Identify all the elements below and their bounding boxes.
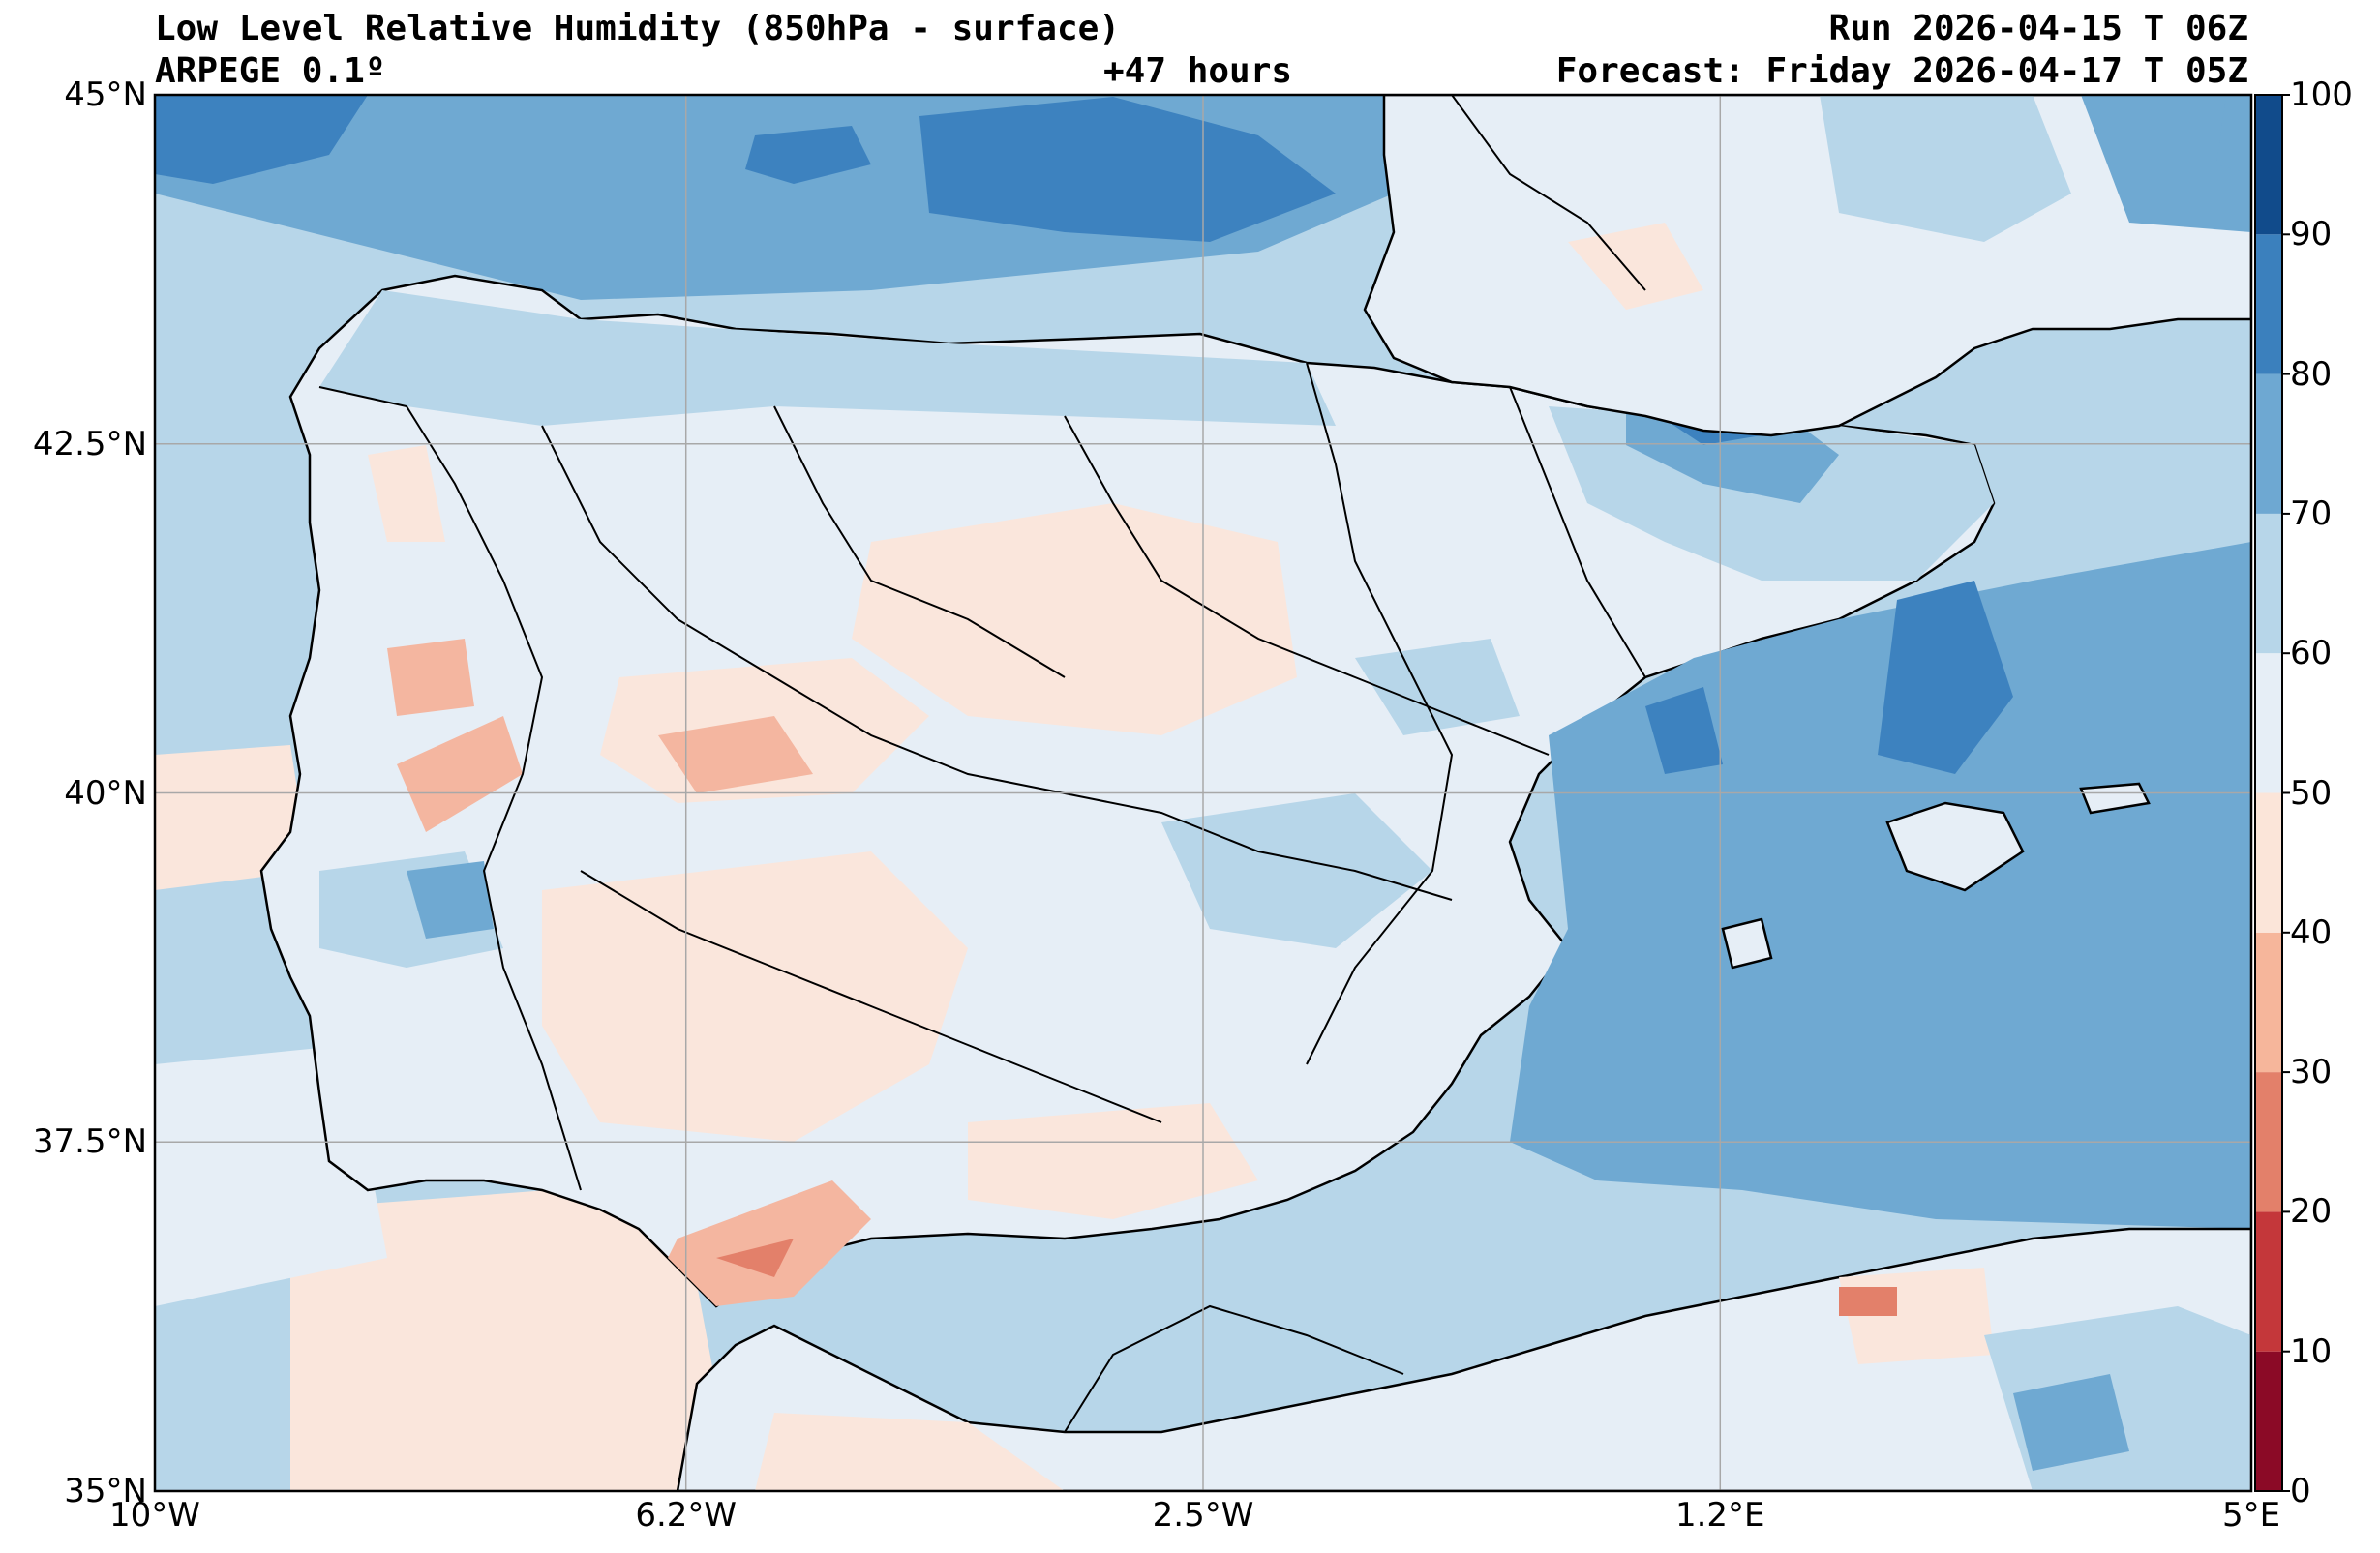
humidity-field — [155, 95, 2251, 1491]
x-tick-label: 6.2°W — [635, 1496, 738, 1535]
alboran-moist — [813, 1248, 1258, 1374]
guadalquivir-drier — [668, 1180, 871, 1306]
southeast-dry — [968, 1103, 1258, 1219]
guadalquivir-driest — [716, 1239, 794, 1277]
tagus-drier — [658, 716, 813, 793]
north-coast-moist — [319, 290, 1336, 426]
biscay-wet-patch-2 — [745, 126, 871, 184]
colorbar-label: 50 — [2290, 773, 2333, 813]
france-dry — [1568, 223, 1703, 310]
colorbar-label: 100 — [2290, 75, 2353, 114]
africa-drier — [1839, 1287, 1897, 1316]
border-line-3 — [1064, 415, 1550, 756]
model-name: ARPEGE 0.1º — [155, 51, 386, 91]
colorbar-label: 40 — [2290, 912, 2333, 952]
atlantic-dry-strip — [155, 745, 310, 890]
colorbar-label: 60 — [2290, 634, 2333, 673]
forecast-hour: +47 hours — [1103, 51, 1293, 91]
border-line-2 — [773, 405, 1066, 678]
y-tick-label: 45°N — [64, 75, 147, 114]
x-tick-label: 2.5°W — [1152, 1496, 1254, 1535]
southwest-dry — [542, 851, 968, 1142]
border-line-1 — [541, 425, 1453, 901]
colorbar-band — [2255, 513, 2282, 654]
colorbar-label: 70 — [2290, 493, 2333, 533]
x-tick-label: 1.2°E — [1674, 1496, 1765, 1535]
mallorca — [1885, 801, 2025, 892]
galicia-dry — [368, 445, 445, 542]
x-tick-label: 10°W — [109, 1496, 200, 1535]
interior-moist-2 — [1355, 639, 1520, 735]
run-time: Run 2026-04-15 T 06Z — [1828, 9, 2248, 48]
alps-moist — [2081, 95, 2251, 232]
colorbar-band — [2255, 932, 2282, 1073]
menorca — [2079, 782, 2151, 815]
border-portugal-spain — [318, 386, 582, 1191]
x-tick-label: 5°E — [2221, 1496, 2281, 1535]
y-tick-label: 40°N — [64, 773, 147, 813]
colorbar-band — [2255, 234, 2282, 374]
colorbar-label: 30 — [2290, 1053, 2333, 1092]
map-title: Low Level Relative Humidity (850hPa - su… — [155, 9, 1120, 48]
mediterranean-wet — [1878, 581, 2013, 774]
lisbon-moist-2 — [407, 861, 494, 939]
ebro-delta-wet — [1645, 687, 1723, 774]
colorbar-label: 20 — [2290, 1192, 2333, 1232]
y-tick-label: 35°N — [64, 1472, 147, 1510]
colorbar-band — [2255, 792, 2282, 933]
atlantic-dry-south — [290, 1180, 736, 1491]
border-line-8 — [1451, 95, 1646, 291]
y-tick-label: 37.5°N — [32, 1122, 147, 1162]
atlantic-wet-patch — [155, 95, 368, 184]
france-moist — [1820, 95, 2071, 242]
colorbar-label: 90 — [2290, 215, 2333, 254]
colorbar-band — [2255, 653, 2282, 793]
portugal-drier — [387, 639, 474, 716]
colorbar-label: 0 — [2290, 1472, 2311, 1510]
y-tick-label: 42.5°N — [32, 424, 147, 463]
colorbar-band — [2255, 1072, 2282, 1212]
biscay-wet-patch — [919, 97, 1336, 242]
colorbar-band — [2255, 1211, 2282, 1352]
colorbar-band — [2255, 1351, 2282, 1491]
border-line-6 — [1509, 386, 1646, 678]
graticule — [155, 95, 2251, 1491]
central-dry-2 — [852, 503, 1297, 735]
colorbar-band — [2255, 373, 2282, 514]
border-line-5 — [1306, 362, 1454, 1065]
admin-borders — [318, 95, 1646, 1433]
morocco-dry — [755, 1413, 1065, 1491]
valid-time: Forecast: Friday 2026-04-17 T 05Z — [1555, 51, 2248, 91]
colorbar-label: 80 — [2290, 354, 2333, 394]
border-line-4 — [580, 870, 1162, 1123]
map-frame — [153, 93, 2253, 1493]
atlas-moist-2 — [2013, 1374, 2129, 1471]
ibiza — [1721, 917, 1773, 970]
italy-edge — [2216, 95, 2251, 174]
colorbar — [2254, 94, 2290, 1492]
interior-moist — [1161, 793, 1432, 948]
portugal-drier-2 — [397, 716, 523, 832]
border-line-7 — [1064, 1304, 1404, 1433]
colorbar-label: 10 — [2290, 1331, 2333, 1371]
colorbar-band — [2255, 95, 2282, 235]
